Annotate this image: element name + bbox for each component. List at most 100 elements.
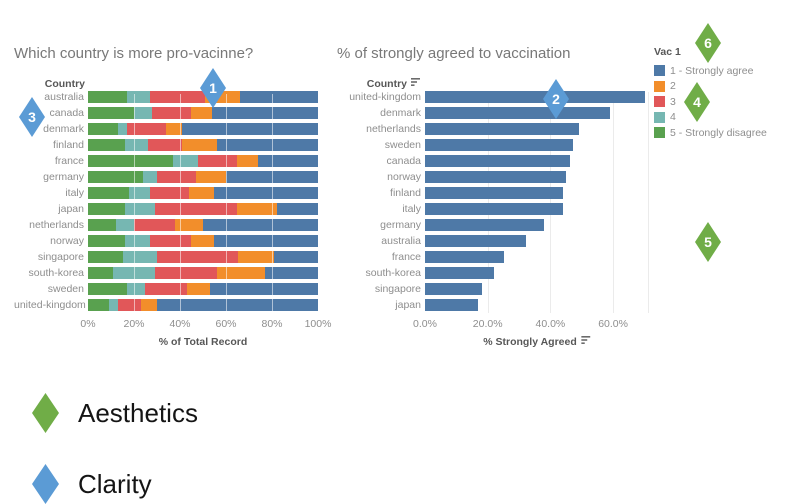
bar-segment-2[interactable] [140, 299, 157, 311]
value-bar[interactable] [425, 251, 504, 263]
bar-segment-4[interactable] [173, 155, 199, 167]
bar-segment-2[interactable] [186, 283, 210, 295]
bar-segment-3[interactable] [156, 171, 197, 183]
bar-segment-1[interactable] [209, 283, 318, 295]
value-bar[interactable] [425, 267, 495, 279]
bar-segment-3[interactable] [150, 235, 192, 247]
bar-segment-4[interactable] [108, 299, 118, 311]
value-bar[interactable] [425, 107, 611, 119]
bar-segment-4[interactable] [124, 139, 148, 151]
bar-segment-5[interactable] [88, 299, 109, 311]
bar-segment-4[interactable] [122, 251, 157, 263]
legend-item[interactable]: 1 - Strongly agree [654, 63, 767, 79]
bar-segment-4[interactable] [124, 235, 151, 247]
bar-segment-1[interactable] [239, 91, 318, 103]
bar-segment-1[interactable] [202, 219, 318, 231]
bar-segment-1[interactable] [265, 267, 318, 279]
bar-segment-3[interactable] [157, 251, 238, 263]
bar-segment-3[interactable] [150, 91, 206, 103]
bar-segment-4[interactable] [113, 267, 155, 279]
bar-segment-2[interactable] [189, 187, 215, 199]
gridline [550, 92, 551, 313]
value-bar[interactable] [425, 155, 570, 167]
stacked-bar [88, 155, 318, 167]
bar-segment-3[interactable] [127, 123, 167, 135]
legend-swatch [654, 127, 665, 139]
bar-segment-2[interactable] [175, 219, 203, 231]
bar-segment-3[interactable] [147, 139, 183, 151]
sort-icon[interactable] [580, 336, 591, 348]
bar-segment-1[interactable] [258, 155, 318, 167]
value-bar[interactable] [425, 187, 564, 199]
bar-segment-4[interactable] [143, 171, 157, 183]
gridline [488, 92, 489, 313]
bar-segment-5[interactable] [88, 155, 174, 167]
bar-segment-1[interactable] [156, 299, 318, 311]
bar-segment-4[interactable] [127, 91, 151, 103]
bar-segment-1[interactable] [216, 139, 318, 151]
clarity-diamond-icon [32, 464, 59, 504]
bar-segment-2[interactable] [237, 203, 277, 215]
legend-item[interactable]: 3 [654, 94, 767, 110]
value-bar[interactable] [425, 123, 579, 135]
bar-segment-1[interactable] [274, 251, 318, 263]
value-bar[interactable] [425, 299, 479, 311]
bar-segment-3[interactable] [154, 203, 238, 215]
bar-segment-2[interactable] [237, 155, 259, 167]
bar-segment-1[interactable] [214, 187, 318, 199]
bar-segment-3[interactable] [198, 155, 238, 167]
bar-segment-2[interactable] [237, 251, 275, 263]
bar-segment-1[interactable] [182, 123, 318, 135]
value-bar[interactable] [425, 219, 545, 231]
bar-segment-5[interactable] [88, 171, 144, 183]
value-bar[interactable] [425, 171, 567, 183]
legend-item[interactable]: 5 - Strongly disagree [654, 125, 767, 141]
value-bar[interactable] [425, 139, 573, 151]
sorted-row: finland [335, 185, 645, 201]
bar-segment-1[interactable] [214, 235, 318, 247]
bar-segment-4[interactable] [129, 187, 151, 199]
legend-item-label: 5 - Strongly disagree [670, 126, 767, 139]
value-bar[interactable] [425, 235, 526, 247]
bar-segment-1[interactable] [212, 107, 318, 119]
bar-segment-3[interactable] [154, 267, 217, 279]
bar-segment-4[interactable] [127, 283, 146, 295]
bar-segment-5[interactable] [88, 107, 134, 119]
bar-segment-3[interactable] [145, 283, 187, 295]
bar-segment-1[interactable] [276, 203, 318, 215]
bar-segment-4[interactable] [124, 203, 155, 215]
bar-segment-2[interactable] [191, 235, 215, 247]
bar-segment-5[interactable] [88, 235, 125, 247]
bar-segment-2[interactable] [196, 171, 226, 183]
bar-segment-5[interactable] [88, 91, 128, 103]
legend-item[interactable]: 4 [654, 110, 767, 126]
bar-segment-2[interactable] [166, 123, 183, 135]
bar-segment-1[interactable] [225, 171, 318, 183]
bar-segment-5[interactable] [88, 283, 128, 295]
value-bar[interactable] [425, 283, 482, 295]
bar-segment-4[interactable] [134, 107, 153, 119]
country-label: italy [65, 187, 84, 199]
sort-icon[interactable] [411, 78, 421, 90]
bar-segment-4[interactable] [115, 219, 134, 231]
bar-segment-5[interactable] [88, 139, 125, 151]
bar-segment-3[interactable] [150, 187, 190, 199]
bar-segment-5[interactable] [88, 123, 118, 135]
bar-segment-5[interactable] [88, 187, 130, 199]
value-bar[interactable] [425, 203, 564, 215]
bar-segment-3[interactable] [117, 299, 141, 311]
bar-segment-3[interactable] [152, 107, 192, 119]
bar-segment-5[interactable] [88, 251, 123, 263]
bar-segment-2[interactable] [191, 107, 213, 119]
value-bar[interactable] [425, 91, 645, 103]
bar-segment-4[interactable] [117, 123, 128, 135]
callout-number: 6 [704, 35, 712, 51]
stacked-row: denmark [14, 121, 318, 137]
bar-segment-5[interactable] [88, 203, 125, 215]
bar-segment-2[interactable] [216, 267, 266, 279]
legend-item[interactable]: 2 [654, 79, 767, 95]
bar-segment-5[interactable] [88, 219, 116, 231]
bar-segment-5[interactable] [88, 267, 114, 279]
bar-segment-3[interactable] [133, 219, 176, 231]
bar-segment-2[interactable] [182, 139, 217, 151]
